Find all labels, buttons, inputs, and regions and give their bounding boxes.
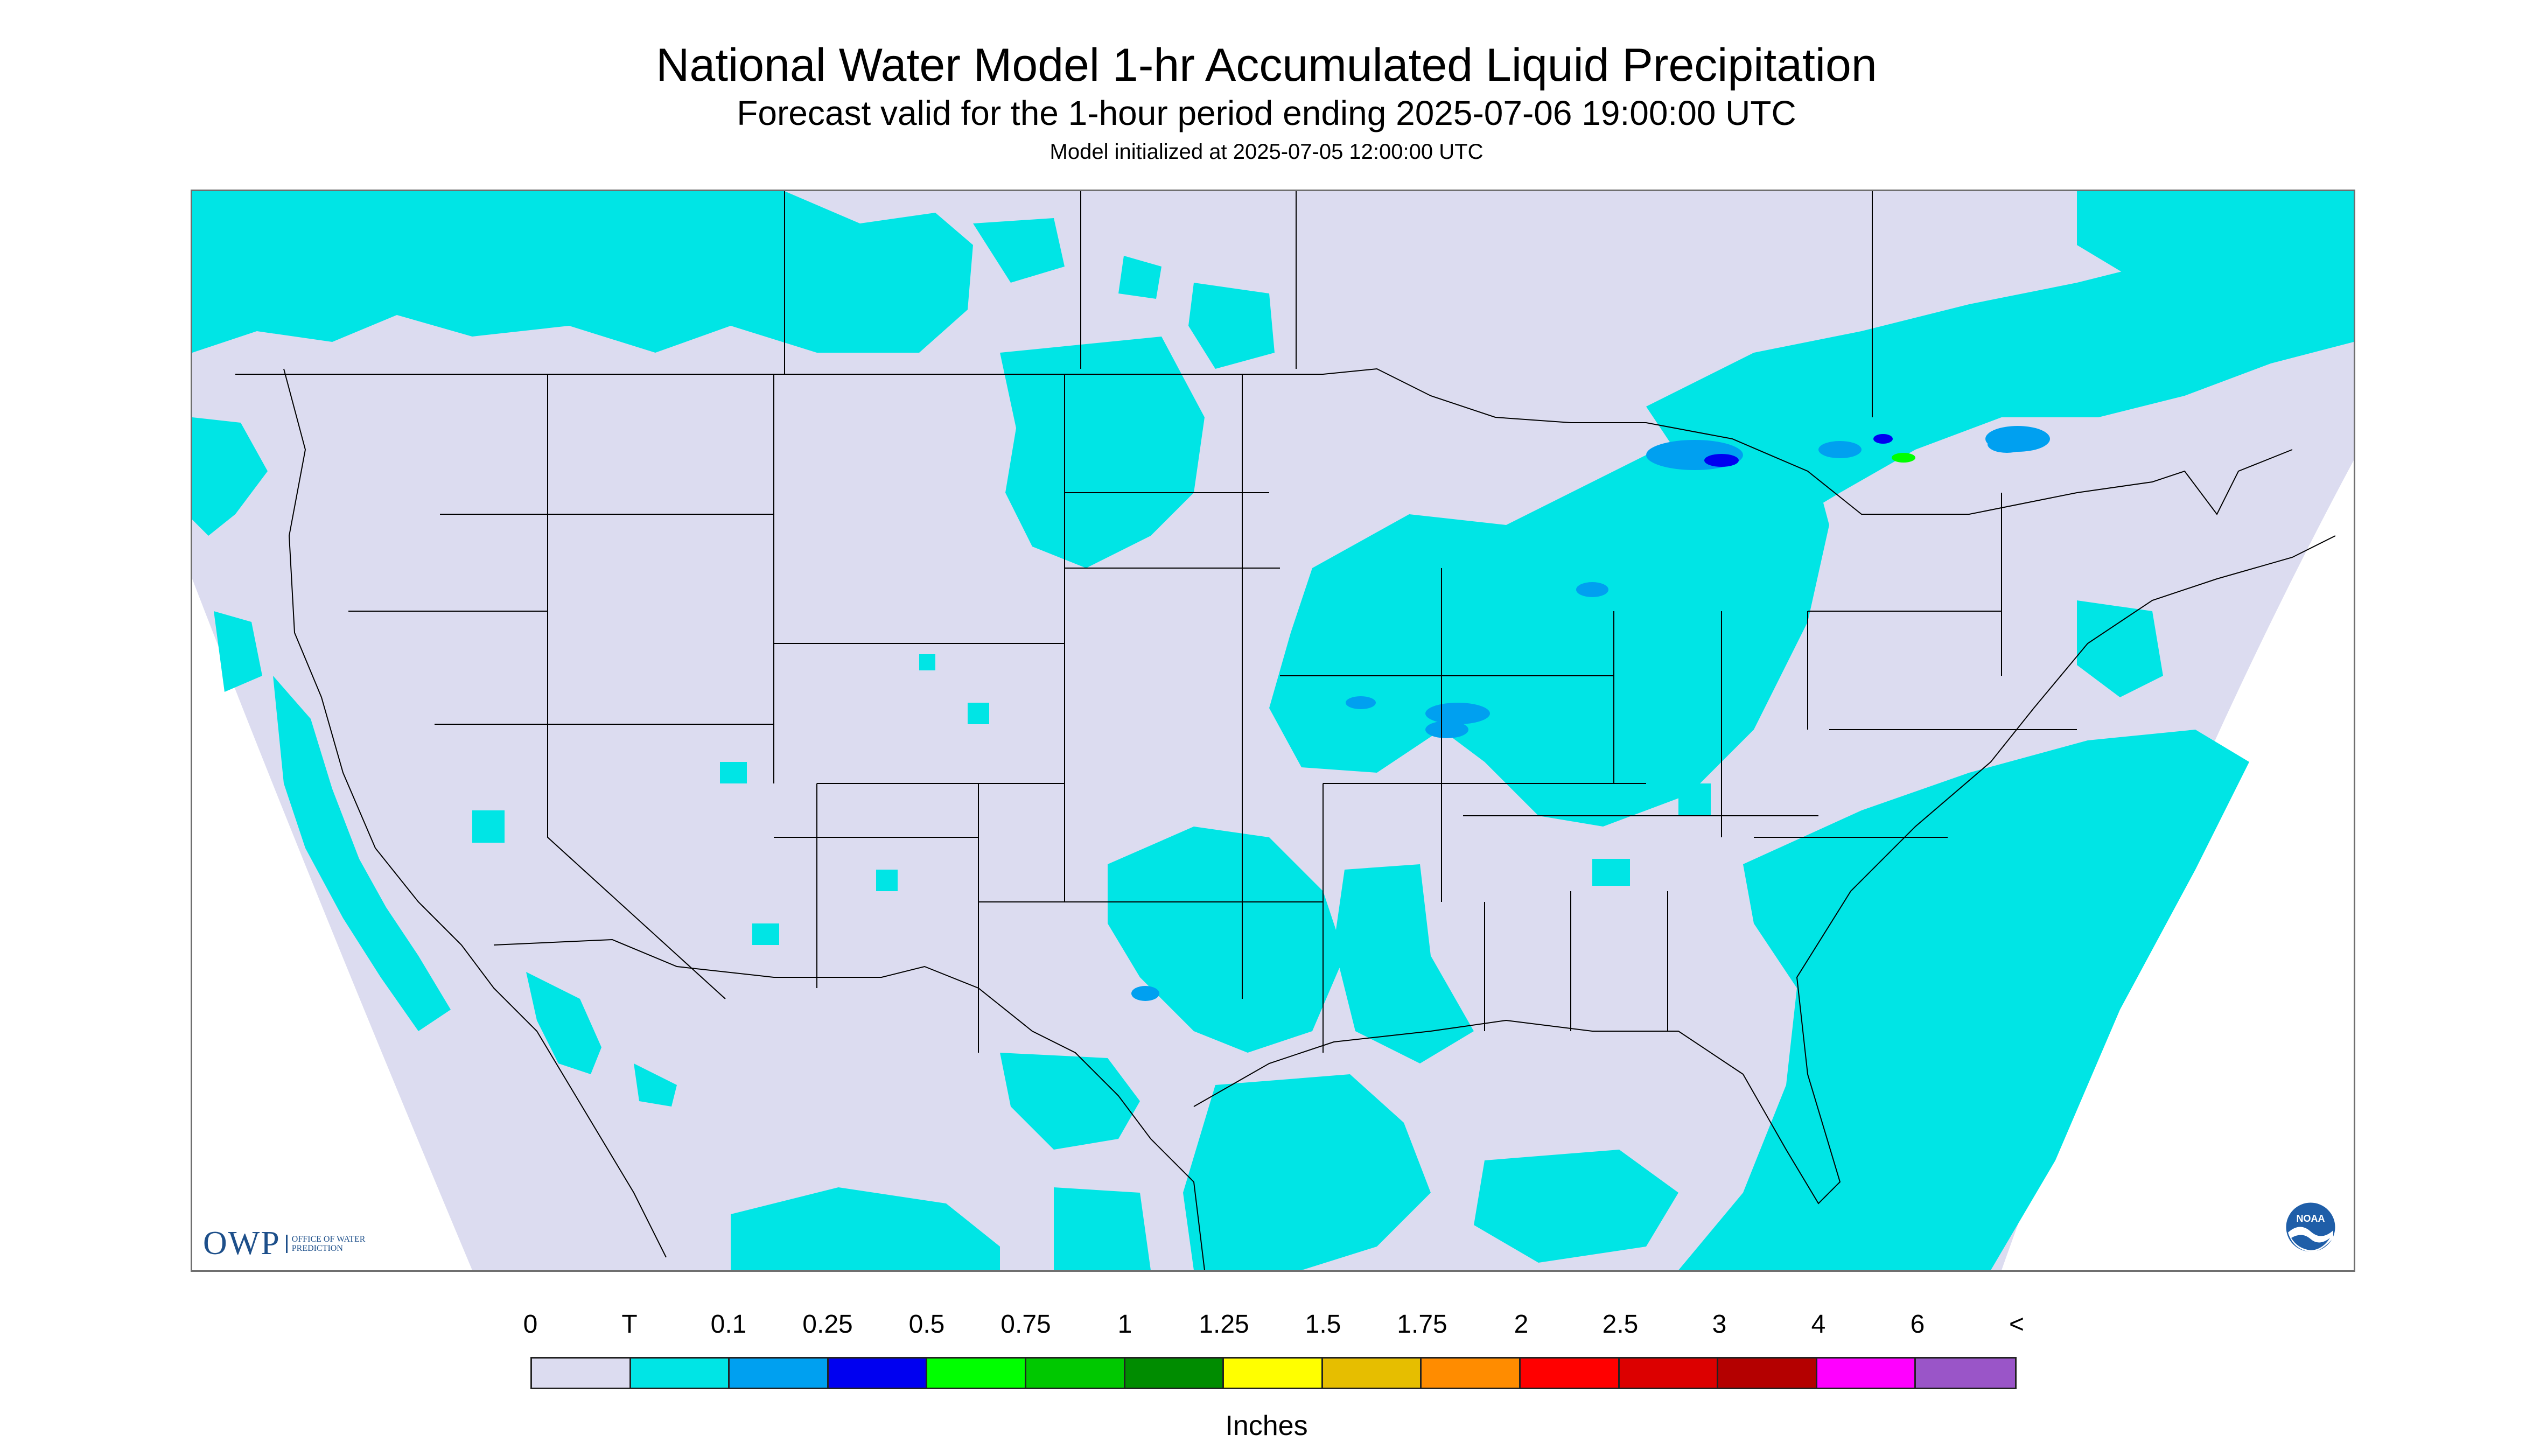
legend-label: 3 [1712, 1310, 1727, 1339]
political-boundaries [235, 191, 2336, 1270]
precip-blue-cells [1704, 434, 1893, 467]
legend-label: 1.75 [1397, 1310, 1447, 1339]
model-init-text: Model initialized at 2025-07-05 12:00:00… [1049, 140, 1484, 164]
legend-units: Inches [1225, 1410, 1308, 1441]
legend-swatch-7 [1224, 1359, 1323, 1388]
legend-swatch-6 [1125, 1359, 1224, 1388]
legend-swatch-1 [631, 1359, 730, 1388]
legend-swatch-2 [730, 1359, 829, 1388]
precip-green-cells [1892, 453, 1915, 463]
legend-swatch-12 [1718, 1359, 1817, 1388]
legend-label: 0.75 [1000, 1310, 1051, 1339]
owp-logo-letters: OWP [203, 1225, 281, 1262]
noaa-logo-text: NOAA [2297, 1213, 2325, 1224]
legend-label: < [2009, 1310, 2025, 1339]
legend-label: 0.1 [710, 1310, 747, 1339]
legend-swatch-4 [927, 1359, 1026, 1388]
owp-logo: OWP Office of Water Prediction [203, 1224, 373, 1263]
map-canvas [192, 191, 2354, 1270]
legend-swatch-10 [1520, 1359, 1620, 1388]
legend-label: 2 [1514, 1310, 1529, 1339]
legend-label: 1.25 [1199, 1310, 1249, 1339]
owp-logo-text: Office of Water Prediction [285, 1234, 373, 1253]
forecast-valid-text: Forecast valid for the 1-hour period end… [737, 94, 1796, 132]
legend-swatch-14 [1916, 1359, 2015, 1388]
legend-label: 0.25 [802, 1310, 853, 1339]
precip-light-blue-cells [1131, 426, 2050, 1001]
legend-label: 0 [523, 1310, 538, 1339]
legend-swatch-9 [1422, 1359, 1521, 1388]
legend-swatch-11 [1619, 1359, 1719, 1388]
legend-label: 0.5 [908, 1310, 945, 1339]
legend-swatch-8 [1323, 1359, 1422, 1388]
precipitation-map: OWP Office of Water Prediction NOAA [191, 190, 2355, 1272]
legend-label: 4 [1811, 1310, 1826, 1339]
legend-labels: 0 T 0.1 0.25 0.5 0.75 1 1.25 1.5 1.75 2 2.5 3 4 6 < [0, 1308, 2533, 1341]
legend-swatch-13 [1817, 1359, 1916, 1388]
legend-label: 1.5 [1305, 1310, 1341, 1339]
legend-label: 2.5 [1602, 1310, 1639, 1339]
legend-swatch-3 [828, 1359, 928, 1388]
legend-swatch-5 [1026, 1359, 1125, 1388]
map-title: National Water Model 1-hr Accumulated Li… [656, 39, 1877, 91]
legend-label: 6 [1910, 1310, 1925, 1339]
legend-label: 1 [1117, 1310, 1132, 1339]
noaa-logo: NOAA [2284, 1201, 2337, 1254]
legend-label: T [621, 1310, 638, 1339]
legend-color-bar [530, 1357, 2017, 1389]
legend-swatch-0 [532, 1359, 631, 1388]
